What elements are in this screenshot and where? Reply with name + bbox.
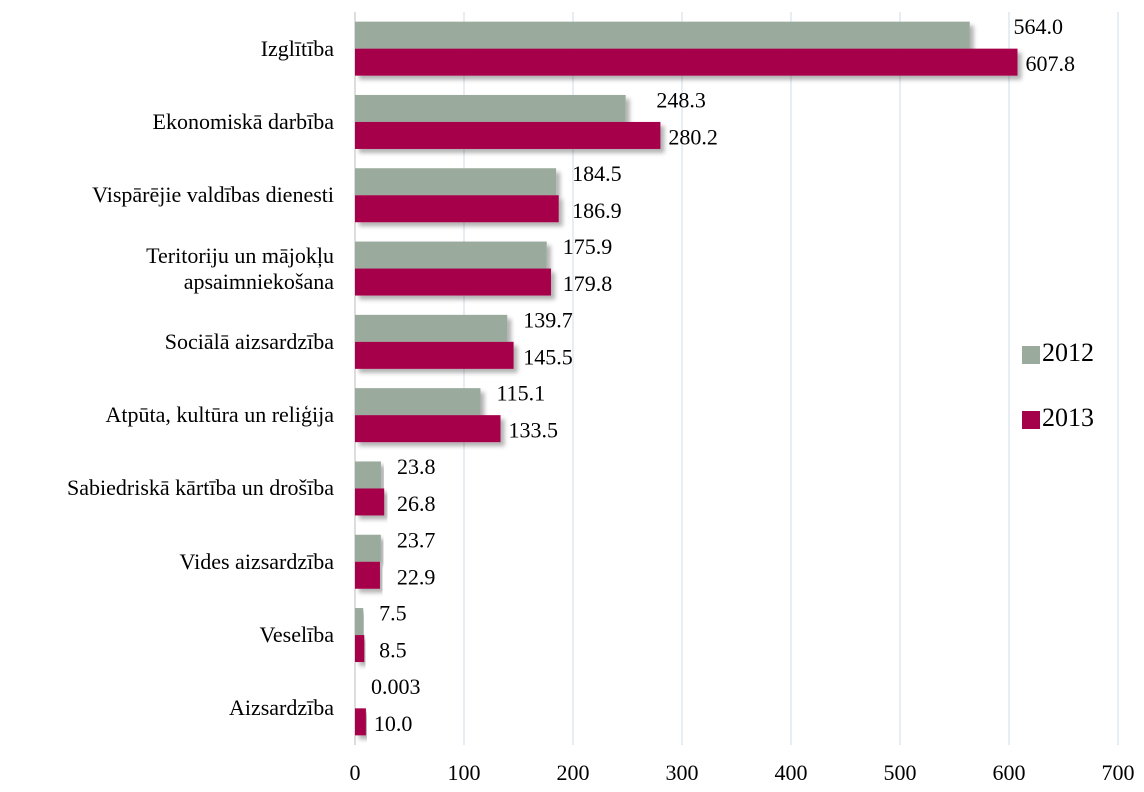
data-label: 139.7	[523, 307, 573, 332]
bar	[355, 94, 626, 122]
data-label: 184.5	[572, 161, 622, 186]
y-tick-label: Sociālā aizsardzība	[164, 328, 334, 354]
bar	[355, 121, 661, 149]
x-tick-label: 600	[993, 760, 1026, 785]
bar	[355, 534, 381, 562]
bar	[355, 314, 508, 342]
x-tick-label: 500	[884, 760, 917, 785]
y-tick-label: Vides aizsardzība	[179, 548, 334, 574]
x-tick-label: 700	[1102, 760, 1135, 785]
x-tick-label: 200	[557, 760, 590, 785]
y-tick-label: Teritoriju un mājokļu apsaimniekošana	[146, 242, 334, 294]
legend-label: 2012	[1042, 338, 1094, 367]
x-tick-label: 400	[775, 760, 808, 785]
x-tick-label: 100	[448, 760, 481, 785]
data-label: 8.5	[379, 638, 407, 663]
bar	[355, 608, 364, 636]
data-label: 23.7	[397, 527, 436, 552]
bar	[355, 561, 380, 589]
data-label: 186.9	[572, 198, 622, 223]
data-label: 7.5	[379, 601, 407, 626]
legend-label: 2013	[1042, 403, 1094, 432]
bar	[355, 708, 366, 736]
y-tick-label: Aizsardzība	[228, 695, 334, 721]
y-tick-label: Vispārējie valdības dienesti	[92, 182, 334, 208]
bar	[355, 635, 365, 663]
x-tick-label: 300	[666, 760, 699, 785]
bar	[355, 341, 514, 369]
bar	[355, 488, 385, 516]
x-tick-label: 0	[350, 760, 361, 785]
legend-swatch	[1022, 346, 1040, 364]
y-tick-label: Veselība	[259, 622, 334, 648]
y-tick-label: Atpūta, kultūra un reliģija	[105, 402, 335, 428]
bar	[355, 268, 551, 296]
data-label: 23.8	[397, 454, 436, 479]
bar	[355, 461, 381, 489]
bar	[355, 241, 547, 269]
y-tick-label: Sabiedriskā kārtība un drošība	[67, 475, 334, 501]
bar	[355, 388, 481, 416]
data-label: 564.0	[1014, 14, 1063, 39]
data-label: 115.1	[497, 381, 546, 406]
bar	[355, 168, 557, 196]
bar	[355, 21, 970, 49]
data-label: 0.003	[371, 674, 421, 699]
y-tick-label: Izglītība	[260, 35, 334, 61]
bar	[355, 195, 559, 223]
bar	[355, 48, 1018, 76]
data-label: 22.9	[397, 564, 436, 589]
data-label: 175.9	[563, 234, 613, 259]
data-label: 248.3	[656, 87, 706, 112]
data-label: 26.8	[397, 491, 436, 516]
bar	[355, 415, 501, 443]
data-label: 145.5	[523, 344, 573, 369]
data-label: 179.8	[563, 271, 613, 296]
data-label: 280.2	[668, 124, 718, 149]
legend-swatch	[1022, 411, 1040, 429]
data-label: 607.8	[1026, 51, 1076, 76]
y-tick-label: Ekonomiskā darbība	[152, 108, 334, 134]
data-label: 133.5	[509, 418, 559, 443]
data-label: 10.0	[374, 711, 413, 736]
